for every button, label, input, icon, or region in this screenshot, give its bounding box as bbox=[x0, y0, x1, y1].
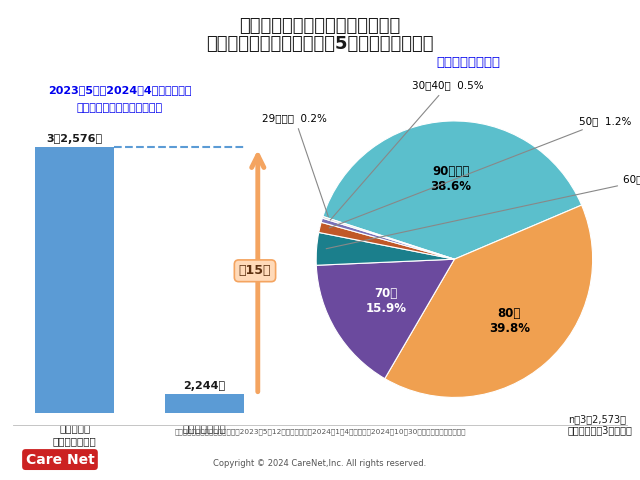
Wedge shape bbox=[323, 216, 454, 259]
Wedge shape bbox=[316, 232, 454, 265]
Text: 80代
39.8%: 80代 39.8% bbox=[489, 307, 530, 336]
Bar bbox=[165, 395, 244, 413]
Text: ウイルス感染症: ウイルス感染症 bbox=[53, 437, 97, 446]
Text: 30〜40代  0.5%: 30〜40代 0.5% bbox=[330, 81, 483, 220]
Text: 新型コロナウイルス感染症による: 新型コロナウイルス感染症による bbox=[239, 17, 401, 35]
Text: 70代
15.9%: 70代 15.9% bbox=[365, 287, 406, 315]
Text: 50代  1.2%: 50代 1.2% bbox=[329, 116, 631, 228]
Text: （インフルエンザとの比較）: （インフルエンザとの比較） bbox=[77, 103, 163, 113]
Wedge shape bbox=[319, 222, 454, 259]
Text: 2023年5月〜2024年4月の死亡者数: 2023年5月〜2024年4月の死亡者数 bbox=[48, 85, 191, 96]
Wedge shape bbox=[321, 218, 454, 259]
Text: 厚生労働省「人口動態統計」より2023年5〜12月（確定数）、2024年1〜4月（概数、2024年10月30日閲覧）のデータを集計: 厚生労働省「人口動態統計」より2023年5〜12月（確定数）、2024年1〜4月… bbox=[174, 428, 466, 435]
Text: 新型コロナ: 新型コロナ bbox=[59, 423, 90, 433]
Text: インフルエンザ: インフルエンザ bbox=[182, 423, 226, 433]
Wedge shape bbox=[316, 259, 454, 379]
Text: 年間死亡者数と年齢構成（5類感染症移行後）: 年間死亡者数と年齢構成（5類感染症移行後） bbox=[206, 35, 434, 53]
Text: Copyright © 2024 CareNet,Inc. All rights reserved.: Copyright © 2024 CareNet,Inc. All rights… bbox=[213, 459, 427, 468]
Text: 2,244人: 2,244人 bbox=[183, 381, 225, 391]
Text: Care Net: Care Net bbox=[26, 453, 94, 467]
Wedge shape bbox=[385, 205, 593, 397]
Text: 29歳以下  0.2%: 29歳以下 0.2% bbox=[262, 113, 328, 217]
Text: 3万2,576人: 3万2,576人 bbox=[47, 133, 103, 144]
Text: 90歳以上
38.6%: 90歳以上 38.6% bbox=[430, 165, 472, 193]
Text: 死亡者の年齢構成: 死亡者の年齢構成 bbox=[436, 56, 500, 70]
Bar bbox=[35, 147, 114, 413]
Text: n＝3万2,573人
（年齢不明の3人除く）: n＝3万2,573人 （年齢不明の3人除く） bbox=[568, 414, 632, 436]
Text: 約15倍: 約15倍 bbox=[239, 264, 271, 277]
Wedge shape bbox=[323, 121, 582, 259]
Text: 60代  3.8%: 60代 3.8% bbox=[326, 174, 640, 249]
